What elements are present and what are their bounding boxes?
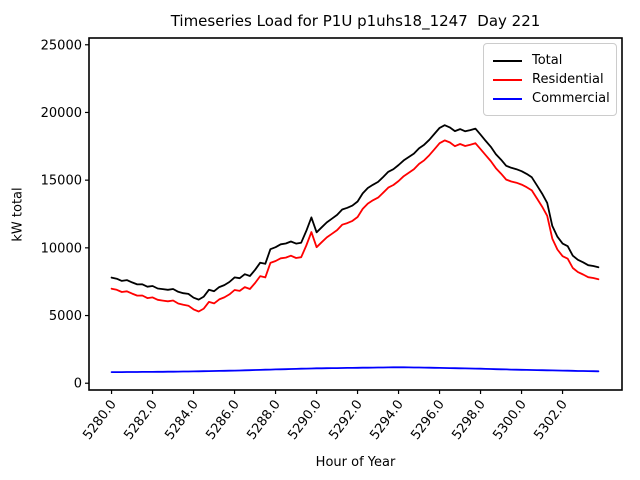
- x-tick-label: 5286.0: [203, 397, 242, 442]
- series-line-commercial: [110, 366, 600, 374]
- y-tick-label: 15000: [41, 174, 82, 189]
- y-tick-label: 25000: [41, 38, 82, 53]
- x-tick-label: 5284.0: [162, 397, 201, 442]
- x-tick-label: 5302.0: [531, 397, 570, 442]
- y-tick-label: 20000: [41, 106, 82, 121]
- legend-label-commercial: Commercial: [532, 91, 610, 106]
- x-tick-label: 5290.0: [285, 397, 324, 442]
- legend-label-residential: Residential: [532, 72, 604, 87]
- y-tick-label: 10000: [41, 241, 82, 256]
- x-tick-label: 5292.0: [326, 397, 365, 442]
- axes-spines: [88, 37, 623, 391]
- x-tick-label: 5294.0: [367, 397, 406, 442]
- y-tick-label: 0: [74, 377, 82, 392]
- chart-title: Timeseries Load for P1U p1uhs18_1247 Day…: [170, 12, 541, 30]
- legend-item-residential: Residential: [493, 70, 607, 89]
- x-tick-label: 5298.0: [449, 397, 488, 442]
- legend-item-total: Total: [493, 51, 607, 70]
- legend-item-commercial: Commercial: [493, 89, 610, 108]
- x-tick-label: 5288.0: [244, 397, 283, 442]
- chart-legend: Total Residential Commercial: [483, 43, 617, 116]
- legend-line-total: [493, 59, 522, 62]
- x-tick-label: 5296.0: [408, 397, 447, 442]
- y-tick-label: 5000: [49, 309, 82, 324]
- series-line-residential: [110, 139, 600, 313]
- y-axis-label: kW total: [10, 187, 26, 242]
- legend-line-commercial: [493, 97, 522, 100]
- x-tick-label: 5280.0: [80, 397, 119, 442]
- x-tick-label: 5282.0: [121, 397, 160, 442]
- x-tick-label: 5300.0: [490, 397, 529, 442]
- legend-label-total: Total: [532, 53, 563, 68]
- legend-line-residential: [493, 78, 522, 81]
- x-axis-label: Hour of Year: [315, 455, 396, 470]
- series-line-total: [110, 124, 600, 301]
